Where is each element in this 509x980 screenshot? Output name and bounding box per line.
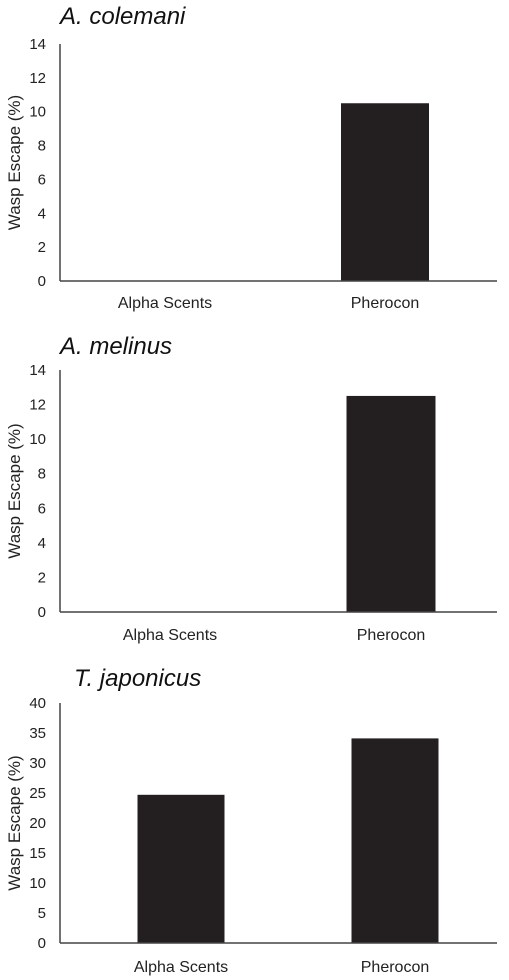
y-tick-label: 4 (38, 205, 46, 222)
y-axis-label: Wasp Escape (%) (5, 755, 24, 890)
bar-pherocon (341, 103, 429, 281)
x-category-label: Pherocon (357, 627, 426, 644)
y-tick-label: 12 (29, 70, 46, 87)
chart-title: A. colemani (58, 3, 186, 30)
y-tick-label: 2 (38, 569, 46, 586)
y-tick-label: 30 (29, 755, 46, 772)
y-tick-label: 8 (38, 466, 46, 483)
y-tick-label: 35 (29, 725, 46, 742)
y-tick-label: 8 (38, 138, 46, 155)
y-tick-label: 10 (29, 875, 46, 892)
x-category-label: Pherocon (351, 295, 420, 312)
y-tick-label: 0 (38, 935, 46, 952)
bar-pherocon (346, 395, 436, 612)
y-tick-label: 2 (38, 239, 46, 256)
y-tick-label: 5 (38, 905, 46, 922)
bar-pherocon (351, 738, 439, 943)
x-category-label: Alpha Scents (134, 959, 228, 976)
bar-alpha-scents (137, 794, 225, 943)
chart-title: T. japonicus (74, 665, 201, 692)
y-tick-label: 14 (29, 36, 46, 53)
y-tick-label: 14 (29, 362, 46, 379)
chart-panel-1: A. colemani 0 2 4 6 8 10 12 14 Alpha Scents Pheroc… (5, 3, 497, 312)
y-tick-label: 40 (29, 695, 46, 712)
y-tick-label: 4 (38, 535, 46, 552)
y-tick-label: 6 (38, 171, 46, 188)
chart-panel-3: T. japonicus 0 5 10 15 20 25 30 35 40 Alpha Scents… (5, 665, 497, 976)
y-tick-label: 0 (38, 604, 46, 621)
x-category-label: Pherocon (361, 959, 430, 976)
y-tick-label: 12 (29, 397, 46, 414)
y-axis-label: Wasp Escape (%) (5, 95, 24, 230)
y-tick-label: 6 (38, 500, 46, 517)
y-tick-label: 0 (38, 273, 46, 290)
x-category-label: Alpha Scents (118, 295, 212, 312)
y-tick-label: 10 (29, 104, 46, 121)
y-tick-label: 10 (29, 431, 46, 448)
y-tick-label: 25 (29, 785, 46, 802)
x-category-label: Alpha Scents (123, 627, 217, 644)
y-axis-label: Wasp Escape (%) (5, 423, 24, 558)
y-tick-label: 20 (29, 815, 46, 832)
y-tick-label: 15 (29, 845, 46, 862)
chart-panel-2: A. melinus 0 2 4 6 8 10 12 14 Alpha Scents Pheroco… (5, 333, 497, 644)
chart-title: A. melinus (58, 333, 172, 360)
